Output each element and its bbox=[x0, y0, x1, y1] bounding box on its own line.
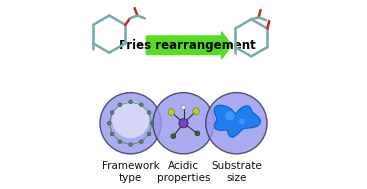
Circle shape bbox=[206, 93, 267, 154]
Text: Fries rearrangement: Fries rearrangement bbox=[119, 39, 255, 52]
Circle shape bbox=[129, 143, 132, 146]
Circle shape bbox=[182, 106, 185, 109]
Circle shape bbox=[195, 131, 200, 136]
FancyArrow shape bbox=[146, 32, 232, 59]
Circle shape bbox=[171, 134, 176, 139]
Circle shape bbox=[147, 132, 151, 136]
Circle shape bbox=[110, 132, 114, 136]
Circle shape bbox=[139, 140, 143, 144]
Circle shape bbox=[139, 103, 143, 107]
Circle shape bbox=[129, 100, 132, 104]
Circle shape bbox=[193, 108, 200, 115]
Circle shape bbox=[118, 103, 122, 107]
Circle shape bbox=[118, 140, 122, 144]
Text: Acidic
properties: Acidic properties bbox=[157, 161, 210, 183]
Circle shape bbox=[150, 121, 154, 125]
Circle shape bbox=[100, 93, 161, 154]
Circle shape bbox=[153, 93, 214, 154]
Circle shape bbox=[225, 111, 235, 120]
Circle shape bbox=[147, 111, 151, 114]
Circle shape bbox=[108, 121, 111, 125]
Text: Substrate
size: Substrate size bbox=[211, 161, 262, 183]
Circle shape bbox=[168, 109, 175, 115]
Circle shape bbox=[110, 111, 114, 114]
Circle shape bbox=[239, 119, 245, 124]
Circle shape bbox=[112, 101, 149, 138]
Circle shape bbox=[179, 119, 188, 128]
Text: Framework
type: Framework type bbox=[102, 161, 160, 183]
Polygon shape bbox=[214, 105, 260, 137]
